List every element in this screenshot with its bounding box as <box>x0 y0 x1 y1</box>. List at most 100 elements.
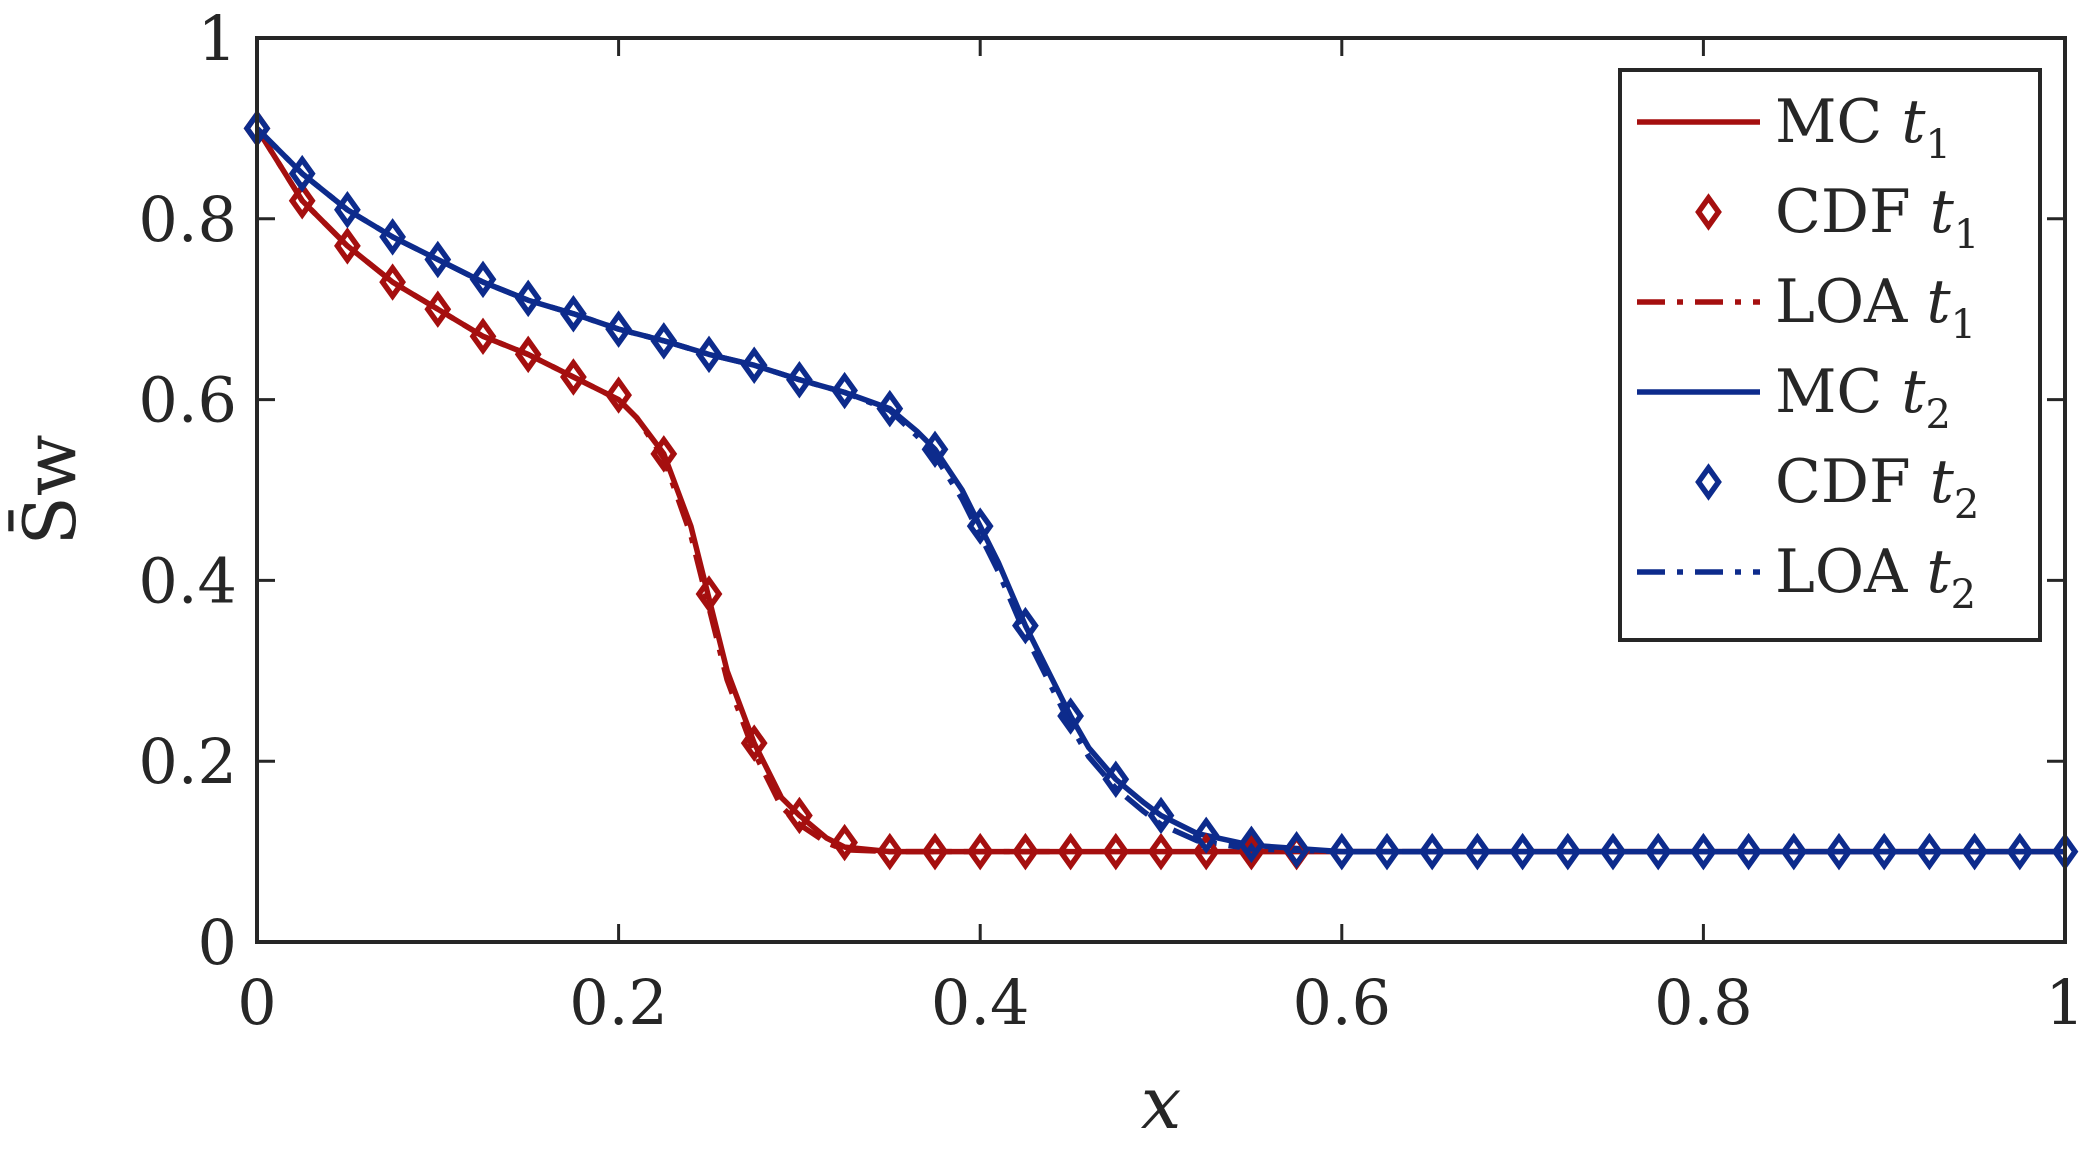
legend-entry-var: t <box>1930 447 1955 517</box>
y-tick-label: 0.6 <box>138 364 237 437</box>
cdf-marker-t2 <box>1328 832 1356 871</box>
plot-frame <box>255 36 2067 944</box>
cdf-marker-t1 <box>334 227 361 265</box>
cdf-marker-t2 <box>1599 832 1627 871</box>
cdf-marker-t2 <box>831 371 858 410</box>
x-tick-label: 0.2 <box>569 966 668 1039</box>
legend-entry-label: MC t2 <box>1775 357 1951 438</box>
legend-entry-label: LOA t1 <box>1775 267 1976 348</box>
legend-box <box>1618 68 2042 642</box>
legend-entry-subscript: 2 <box>1926 392 1951 438</box>
cdf-marker-t2 <box>514 279 542 318</box>
legend-entry-var: t <box>1930 177 1955 247</box>
legend-entry-label: CDF t2 <box>1775 447 1979 528</box>
cdf-marker-t2 <box>1057 697 1084 735</box>
legend-entry-name: LOA <box>1775 267 1926 337</box>
legend-entry-subscript: 2 <box>1954 482 1979 528</box>
legend-marker-t2 <box>1695 463 1722 501</box>
cdf-marker-t2 <box>1102 760 1130 799</box>
y-tick-label: 0 <box>198 906 237 979</box>
cdf-marker-t1 <box>1147 832 1175 871</box>
legend-entry-name: CDF <box>1775 177 1930 247</box>
cdf-marker-t1 <box>740 724 768 762</box>
x-axis-label: x <box>1141 1061 1182 1145</box>
cdf-marker-t1 <box>966 832 994 871</box>
cdf-marker-t2 <box>334 191 361 229</box>
legend-entry-var: t <box>1901 87 1926 157</box>
cdf-marker-t2 <box>379 218 406 256</box>
cdf-marker-t2 <box>1147 796 1175 835</box>
cdf-marker-t2 <box>695 335 723 374</box>
cdf-marker-t2 <box>1554 832 1582 871</box>
legend-entry-label: MC t1 <box>1775 87 1951 168</box>
cdf-marker-t2 <box>1780 832 1808 871</box>
legend-entry-name: MC <box>1775 357 1901 427</box>
cdf-marker-t2 <box>1690 832 1717 871</box>
cdf-marker-t1 <box>560 358 587 396</box>
cdf-marker-t2 <box>876 389 904 428</box>
x-tick-label: 0.4 <box>931 966 1030 1039</box>
x-tick-label: 0 <box>237 966 276 1039</box>
cdf-marker-t2 <box>1825 832 1853 871</box>
legend-entry-name: MC <box>1775 87 1901 157</box>
cdf-marker-t2 <box>2006 832 2034 871</box>
cdf-marker-t2 <box>1238 825 1265 864</box>
cdf-marker-t2 <box>424 240 452 279</box>
cdf-marker-t2 <box>469 260 497 299</box>
cdf-marker-t2 <box>560 294 587 333</box>
cdf-marker-t2 <box>1464 832 1491 871</box>
cdf-marker-t2 <box>740 346 768 384</box>
cdf-marker-t2 <box>966 507 994 545</box>
cdf-marker-t1 <box>1012 832 1039 871</box>
cdf-marker-t2 <box>1283 831 1310 869</box>
legend-entry-subscript: 2 <box>1951 572 1976 618</box>
cdf-marker-t1 <box>1102 832 1130 871</box>
tick-layer: 0 0.2 0.4 0.6 0.8 1 0 0.2 0.4 0.6 0.8 1 <box>138 2 2084 1039</box>
cdf-marker-t1 <box>831 823 858 862</box>
legend-entry-name: LOA <box>1775 537 1926 607</box>
cdf-marker-t1 <box>1192 832 1220 871</box>
cdf-marker-t2 <box>1870 832 1898 871</box>
cdf-marker-t1 <box>695 575 723 613</box>
loa-line-t2 <box>257 126 1433 855</box>
cdf-marker-t2 <box>1916 832 1943 871</box>
x-tick-label: 0.8 <box>1654 966 1753 1039</box>
cdf-marker-t2 <box>1418 832 1446 871</box>
cdf-marker-t2 <box>605 310 632 348</box>
cdf-marker-t2 <box>1012 606 1039 645</box>
cdf-marker-t1 <box>514 335 542 374</box>
legend-entry-subscript: 1 <box>1951 302 1976 348</box>
cdf-marker-t1 <box>650 435 678 473</box>
cdf-marker-t1 <box>786 796 813 835</box>
cdf-marker-t2 <box>1961 832 1988 871</box>
legend-entry-label: CDF t1 <box>1775 177 1979 258</box>
cdf-marker-t1 <box>379 263 406 301</box>
legend-entry-subscript: 1 <box>1954 212 1979 258</box>
legend-entry-var: t <box>1926 537 1951 607</box>
cdf-marker-t2 <box>1192 816 1220 855</box>
cdf-marker-t1 <box>424 290 452 328</box>
legend-entry-name: CDF <box>1775 447 1930 517</box>
y-tick-label: 0.8 <box>138 183 237 256</box>
cdf-marker-t1 <box>876 832 904 871</box>
marker-layer <box>243 109 2079 871</box>
y-tick-label: 0.2 <box>138 725 237 798</box>
cdf-marker-t2 <box>1644 832 1672 871</box>
legend-entry-var: t <box>1901 357 1926 427</box>
cdf-marker-t2 <box>1735 832 1762 871</box>
legend-entry-var: t <box>1926 267 1951 337</box>
cdf-marker-t1 <box>469 317 497 356</box>
cdf-marker-t2 <box>1373 832 1401 871</box>
cdf-marker-t2 <box>1509 832 1536 871</box>
cdf-marker-t2 <box>786 360 813 399</box>
x-tick-label: 1 <box>2045 966 2084 1039</box>
cdf-marker-t2 <box>288 154 316 193</box>
legend-entry-subscript: 1 <box>1926 122 1951 168</box>
cdf-marker-t2 <box>921 430 949 469</box>
cdf-marker-t2 <box>650 322 678 360</box>
cdf-marker-t1 <box>921 832 949 871</box>
x-tick-label: 0.6 <box>1292 966 1391 1039</box>
y-tick-label: 1 <box>198 2 237 75</box>
